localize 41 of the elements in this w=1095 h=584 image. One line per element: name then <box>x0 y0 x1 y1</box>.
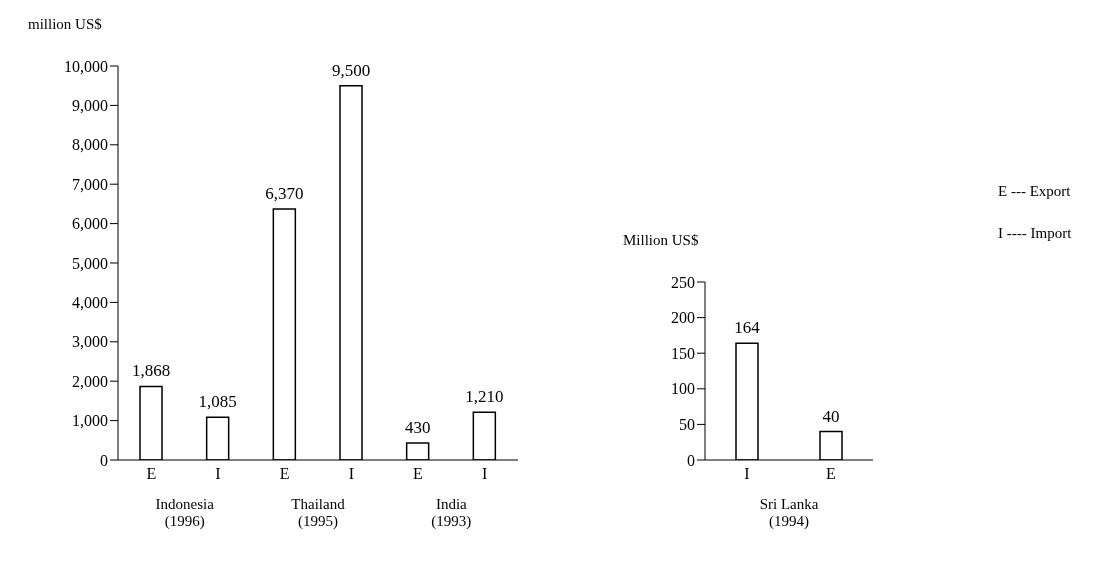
y-tick-label: 250 <box>671 273 695 291</box>
x-tick-label: I <box>215 465 221 483</box>
y-axis-title: million US$ <box>28 16 102 33</box>
text: Sri Lanka (1994) <box>758 496 820 530</box>
x-tick-label: E <box>826 465 836 483</box>
text: India (1993) <box>430 496 473 530</box>
text: Thailand (1995) <box>290 496 346 530</box>
y-tick-label: 100 <box>671 380 695 398</box>
y-tick-label: 1,000 <box>72 412 108 430</box>
data-label: 40 <box>822 406 840 426</box>
data-label: 9,500 <box>331 60 371 80</box>
x-tick-label: E <box>413 465 423 483</box>
y-tick-label: 4,000 <box>72 294 108 312</box>
y-tick-label: 2,000 <box>72 372 108 390</box>
x-tick-label: E <box>279 465 290 483</box>
data-label: 1,868 <box>131 361 171 381</box>
y-tick-label: 5,000 <box>72 254 108 272</box>
y-tick-label: 9,000 <box>72 97 108 115</box>
text: Indonesia (1996) <box>154 496 215 530</box>
x-tick-label: E <box>146 465 157 483</box>
y-tick-label: 0 <box>100 451 108 469</box>
data-label: 430 <box>404 418 431 438</box>
data-label: 1,085 <box>198 392 237 412</box>
data-label: 6,370 <box>265 184 304 204</box>
y-tick-label: 10,000 <box>64 57 108 75</box>
y-tick-label: 150 <box>671 344 695 362</box>
y-tick-label: 200 <box>671 309 695 327</box>
x-tick-label: I <box>348 465 354 483</box>
x-tick-label: I <box>482 465 488 483</box>
text: I ---- Import <box>998 225 1072 243</box>
y-tick-label: 8,000 <box>72 136 108 154</box>
y-axis-title: Million US$ <box>623 232 699 249</box>
y-tick-label: 0 <box>687 451 695 469</box>
y-tick-label: 3,000 <box>72 333 108 351</box>
y-tick-label: 6,000 <box>72 215 108 233</box>
y-tick-label: 7,000 <box>72 175 108 193</box>
y-tick-label: 50 <box>679 416 695 434</box>
data-label: 1,210 <box>465 387 504 407</box>
x-tick-label: I <box>744 465 750 483</box>
text: E --- Export <box>998 183 1072 201</box>
data-label: 164 <box>734 318 761 338</box>
